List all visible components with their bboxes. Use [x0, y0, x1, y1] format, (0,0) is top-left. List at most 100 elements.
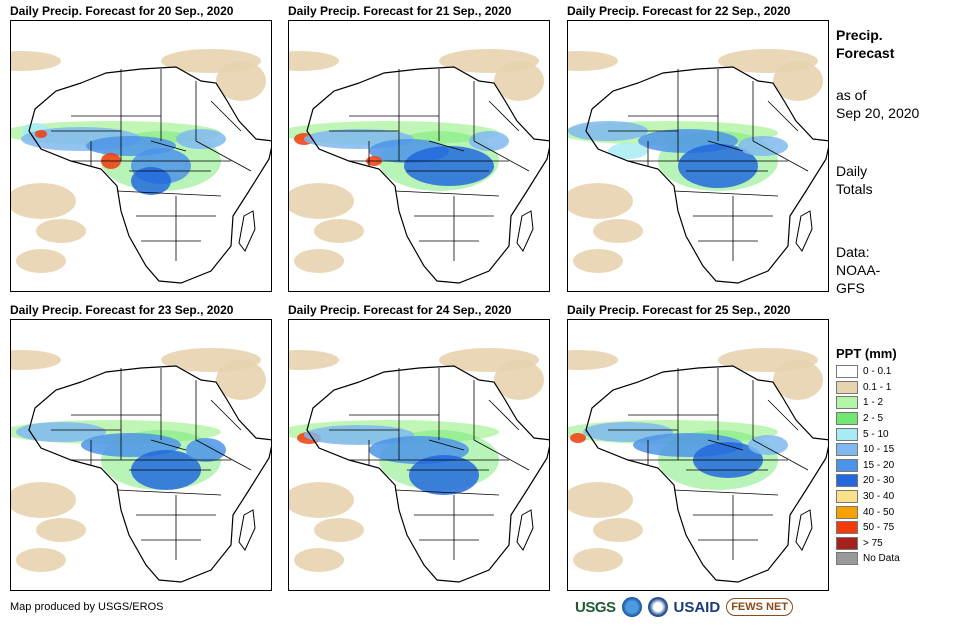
country-border	[707, 140, 744, 152]
dry-area-patch	[573, 548, 623, 572]
legend-swatch	[836, 458, 858, 472]
madagascar	[516, 509, 534, 551]
country-border	[150, 140, 187, 152]
country-border	[752, 439, 809, 471]
data-source: Data: NOAA- GFS	[836, 243, 880, 297]
dry-area-patch	[36, 518, 86, 542]
legend-label: 1 - 2	[863, 397, 884, 409]
country-border	[394, 190, 500, 197]
africa-coastline	[306, 66, 549, 284]
legend-item: 5 - 10	[836, 426, 900, 442]
rain-cluster	[678, 144, 758, 188]
africa-map-svg	[568, 348, 828, 583]
dry-area-patch	[294, 548, 344, 572]
data-source-line: NOAA-	[836, 262, 881, 278]
legend-swatch	[836, 380, 858, 394]
usaid-logo: USAID	[673, 598, 721, 616]
dry-area-patch	[216, 360, 266, 400]
precip-map	[10, 20, 272, 292]
country-border	[473, 140, 530, 172]
legend-item: 20 - 30	[836, 473, 900, 489]
rain-cluster	[16, 422, 106, 442]
legend-title: PPT (mm)	[836, 346, 897, 361]
rain-cluster	[131, 167, 171, 195]
sidebar-title-line: Forecast	[836, 45, 895, 61]
dry-area-patch	[773, 61, 823, 101]
fews-net-logo: FEWS NET	[726, 598, 794, 616]
as-of-value: Sep 20, 2020	[836, 105, 920, 121]
rain-cluster	[469, 131, 509, 151]
country-border	[488, 399, 520, 431]
legend-swatch	[836, 490, 858, 504]
noaa-logo-icon	[621, 597, 642, 617]
legend-item: 30 - 40	[836, 489, 900, 505]
legend: 0 - 0.1 0.1 - 1 1 - 2 2 - 5 5 - 10 10 - 15 15 …	[836, 364, 900, 567]
country-border	[195, 140, 252, 172]
dry-area-patch	[11, 482, 76, 518]
country-border	[428, 140, 465, 152]
africa-map-svg	[289, 348, 549, 583]
dry-area-patch	[568, 482, 633, 518]
sidebar-title: Precip. Forecast	[836, 26, 894, 62]
rain-cluster	[35, 130, 47, 138]
legend-swatch	[836, 427, 858, 441]
legend-label: 5 - 10	[863, 428, 889, 440]
rain-cluster	[570, 433, 586, 443]
legend-label: 0.1 - 1	[863, 381, 892, 393]
dry-area-patch	[573, 249, 623, 273]
madagascar	[238, 210, 256, 252]
legend-item: 0.1 - 1	[836, 380, 900, 396]
legend-item: 1 - 2	[836, 395, 900, 411]
legend-swatch	[836, 505, 858, 519]
dry-area-patch	[314, 518, 364, 542]
legend-label: 30 - 40	[863, 491, 895, 503]
country-border	[673, 489, 779, 496]
rain-cluster	[404, 146, 494, 186]
country-border	[394, 489, 500, 496]
madagascar	[516, 210, 534, 252]
country-border	[767, 100, 799, 132]
legend-item: 0 - 0.1	[836, 364, 900, 380]
country-border	[673, 190, 779, 197]
data-source-line: GFS	[836, 280, 865, 296]
legend-swatch	[836, 365, 858, 379]
dry-area-patch	[568, 350, 618, 370]
country-border	[210, 399, 242, 431]
legend-label: 20 - 30	[863, 475, 895, 487]
country-border	[150, 439, 187, 451]
precip-map	[288, 20, 550, 292]
country-border	[767, 399, 799, 431]
dry-area-patch	[568, 183, 633, 219]
dry-area-patch	[314, 219, 364, 243]
dry-area-patch	[11, 350, 61, 370]
dry-area-patch	[593, 518, 643, 542]
legend-item: No Data	[836, 551, 900, 567]
legend-label: 0 - 0.1	[863, 366, 892, 378]
dry-area-patch	[16, 548, 66, 572]
panel-title: Daily Precip. Forecast for 23 Sep., 2020	[10, 303, 234, 317]
legend-swatch	[836, 412, 858, 426]
doi-seal-icon	[647, 597, 668, 617]
madagascar	[795, 509, 813, 551]
rain-cluster	[176, 129, 226, 149]
sidebar-title-line: Precip.	[836, 27, 883, 43]
dry-area-patch	[289, 183, 354, 219]
totals-line: Totals	[836, 181, 873, 197]
dry-area-patch	[11, 183, 76, 219]
legend-label: 15 - 20	[863, 459, 895, 471]
panel-title: Daily Precip. Forecast for 25 Sep., 2020	[567, 303, 791, 317]
dry-area-patch	[773, 360, 823, 400]
rain-cluster	[409, 455, 479, 495]
legend-label: 40 - 50	[863, 506, 895, 518]
usgs-logo: USGS	[575, 598, 616, 616]
legend-label: 10 - 15	[863, 444, 895, 456]
legend-label: 2 - 5	[863, 413, 884, 425]
dry-area-patch	[494, 360, 544, 400]
precip-map	[567, 20, 829, 292]
as-of-label: as of	[836, 87, 867, 103]
panel-title: Daily Precip. Forecast for 21 Sep., 2020	[288, 4, 512, 18]
dry-area-patch	[494, 61, 544, 101]
dry-area-patch	[11, 51, 61, 71]
as-of-date: as of Sep 20, 2020	[836, 86, 919, 122]
legend-item: 15 - 20	[836, 458, 900, 474]
